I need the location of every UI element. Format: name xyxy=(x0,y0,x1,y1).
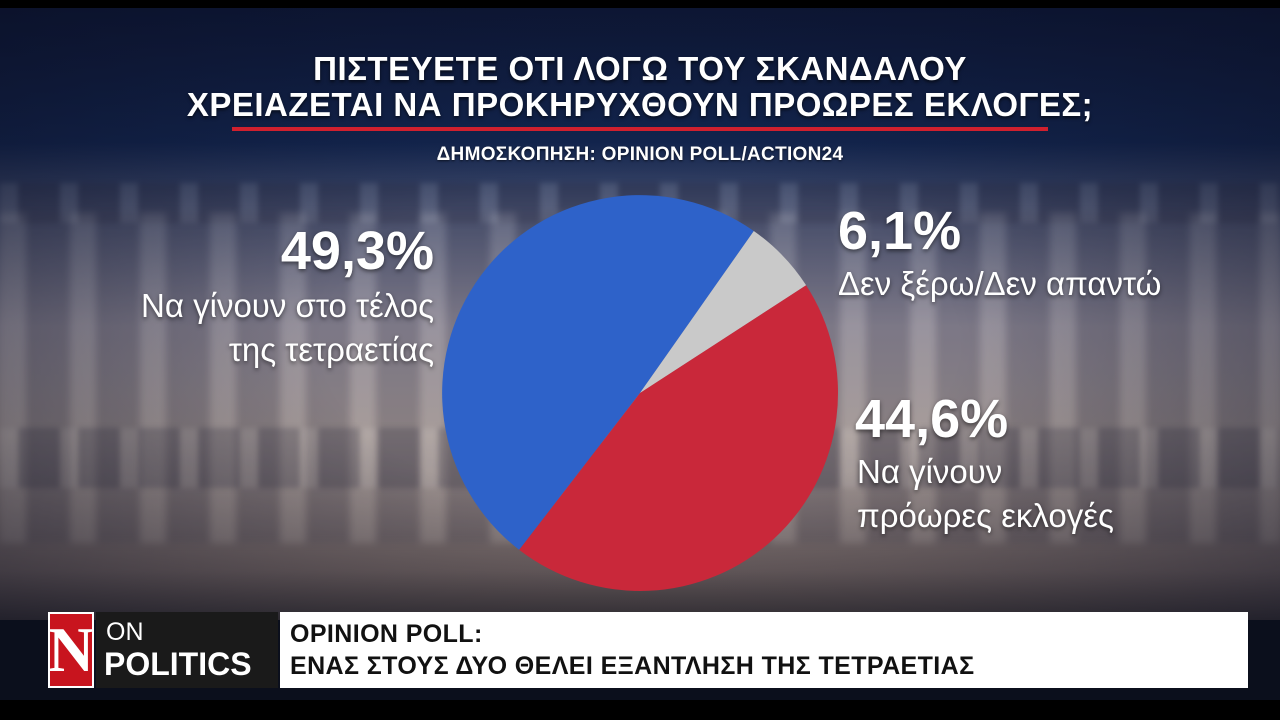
title-underline xyxy=(232,127,1048,131)
slice-label-early-elections-line2: πρόωρες εκλογές xyxy=(857,496,1114,534)
slice-label-end-of-term: Να γίνουν στο τέλος της τετραετίας xyxy=(141,284,434,371)
slice-label-early-elections-line1: Να γίνουν xyxy=(857,453,1003,490)
headline-line2: ΕΝΑΣ ΣΤΟΥΣ ΔΥΟ ΘΕΛΕΙ ΕΞΑΝΤΛΗΣΗ ΤΗΣ ΤΕΤΡΑ… xyxy=(290,652,975,680)
letterbox-bottom xyxy=(0,700,1280,720)
pie-slice-dont-know xyxy=(640,230,807,393)
show-title: ON POLITICS xyxy=(96,612,278,688)
channel-logo: N xyxy=(48,612,94,688)
slice-value-early-elections: 44,6% xyxy=(855,389,1009,449)
slice-label-early-elections: Να γίνουν πρόωρες εκλογές xyxy=(857,450,1114,537)
letterbox-top xyxy=(0,0,1280,8)
slice-label-end-of-term-line1: Να γίνουν στο τέλος xyxy=(141,287,434,324)
poll-source: ΔΗΜΟΣΚΟΠΗΣΗ: OPINION POLL/ACTION24 xyxy=(436,144,844,165)
show-title-line1: ON xyxy=(106,618,144,646)
headline-line1: OPINION POLL: xyxy=(290,620,483,648)
pie-slice-early-elections xyxy=(519,285,838,591)
slice-value-end-of-term: 49,3% xyxy=(280,221,434,281)
chart-title-line2: ΧΡΕΙΑΖΕΤΑΙ ΝΑ ΠΡΟΚΗΡΥΧΘΟΥΝ ΠΡΟΩΡΕΣ ΕΚΛΟΓ… xyxy=(186,86,1094,123)
slice-value-dont-know: 6,1% xyxy=(838,201,962,261)
headline-banner: OPINION POLL: ΕΝΑΣ ΣΤΟΥΣ ΔΥΟ ΘΕΛΕΙ ΕΞΑΝΤ… xyxy=(280,612,1248,688)
chart-title-line1: ΠΙΣΤΕΥΕΤΕ ΟΤΙ ΛΟΓΩ ΤΟΥ ΣΚΑΝΔΑΛΟΥ xyxy=(313,50,967,87)
show-title-line2: POLITICS xyxy=(104,646,252,682)
channel-logo-letter: N xyxy=(47,614,95,685)
slice-label-end-of-term-line2: της τετραετίας xyxy=(228,330,434,368)
slice-label-dont-know: Δεν ξέρω/Δεν απαντώ xyxy=(838,265,1162,302)
pie-slice-end-of-term xyxy=(442,195,754,550)
